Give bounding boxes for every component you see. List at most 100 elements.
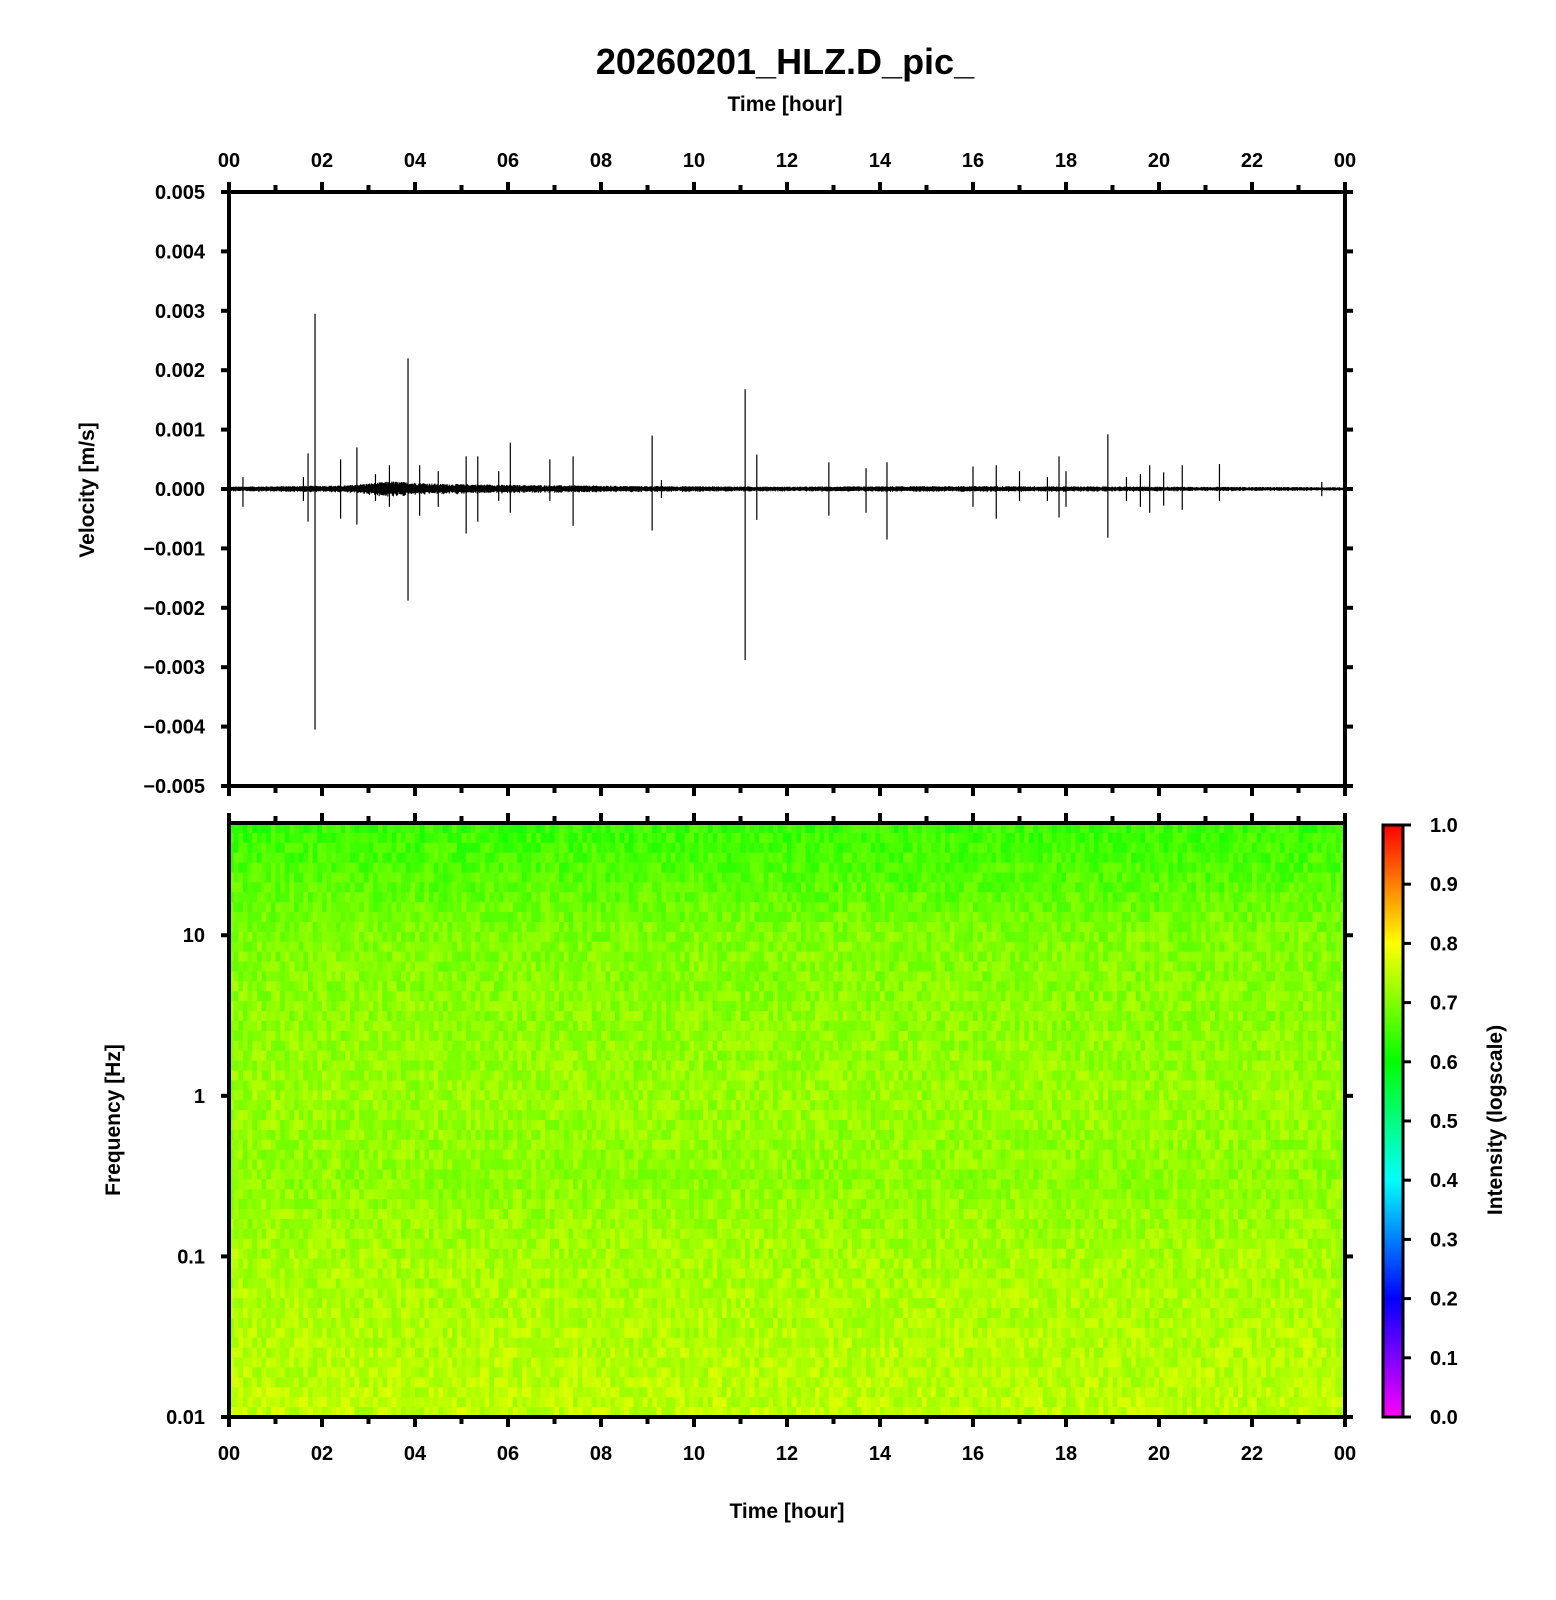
spectrogram-cell (856, 862, 862, 874)
spectrogram-cell (810, 1011, 816, 1022)
spectrogram-cell (452, 922, 458, 933)
spectrogram-cell (242, 1021, 249, 1032)
spectrogram-cell (1335, 892, 1341, 903)
spectrogram-cell (921, 981, 928, 992)
spectrogram-cell (684, 922, 690, 933)
spectrogram-cell (1275, 922, 1281, 933)
spectrogram-cell (880, 852, 886, 864)
spectrogram-cell (442, 1011, 449, 1022)
spectrogram-cell (335, 1001, 342, 1012)
spectrogram-cell (452, 832, 458, 844)
spectrogram-cell (480, 922, 486, 933)
spectrogram-cell (884, 941, 890, 953)
spectrogram-cell (917, 961, 923, 973)
spectrogram-cell (1024, 961, 1030, 973)
spectrogram-cell (1126, 931, 1132, 943)
spectrogram-cell (847, 852, 853, 864)
spectrogram-cell (1196, 823, 1202, 834)
spectrogram-cell (931, 902, 937, 913)
spectrogram-cell (428, 852, 435, 864)
spectrogram-cell (1140, 912, 1146, 923)
spectrogram-cell (331, 971, 337, 982)
spectrogram-cell (731, 922, 737, 933)
spectrogram-cell (680, 922, 686, 933)
spectrogram-cell (266, 1001, 272, 1012)
spectrogram-cell (289, 852, 295, 864)
spectrogram-cell (229, 892, 235, 903)
spectrogram-cell (549, 912, 556, 923)
spectrogram-cell (1010, 961, 1016, 973)
spectrogram-cell (945, 912, 951, 923)
spectrogram-cell (768, 882, 774, 893)
spectrogram-cell (1010, 842, 1016, 854)
spectrogram-cell (480, 842, 486, 854)
spectrogram-cell (959, 842, 965, 854)
spectrogram-cell (489, 931, 495, 943)
spectrogram-cell (1224, 832, 1230, 844)
spectrogram-cell (907, 902, 914, 913)
spectrogram-cell (363, 1001, 370, 1012)
spectrogram-cell (308, 922, 314, 933)
spectrogram-cell (759, 852, 765, 864)
spectrogram-cell (382, 1001, 388, 1012)
spectrogram-cell (461, 823, 467, 834)
spectrogram-cell (433, 892, 439, 903)
spectrogram-cell (480, 852, 486, 864)
spectrogram-cell (791, 971, 797, 982)
spectrogram-cell (549, 1011, 556, 1022)
spectrogram-cell (1326, 991, 1332, 1002)
spectrogram-cell (1205, 922, 1211, 933)
spectrogram-cell (1079, 991, 1086, 1002)
spectrogram-cell (717, 852, 723, 864)
spectrogram-cell (419, 1011, 425, 1022)
spectrogram-cell (1256, 892, 1262, 903)
spectrogram-cell (1307, 862, 1314, 874)
spectrogram-cell (1066, 1001, 1072, 1012)
spectrogram-cell (680, 852, 686, 864)
spectrogram-cell (401, 912, 407, 923)
spectrogram-cell (247, 1021, 253, 1032)
spectrogram-cell (452, 882, 458, 893)
spectrogram-cell (577, 892, 583, 903)
spectrogram-cell (461, 902, 467, 913)
spectrogram-cell (968, 902, 974, 913)
spectrogram-cell (517, 961, 523, 973)
spectrogram-cell (461, 1001, 467, 1012)
spectrogram-cell (1247, 862, 1253, 874)
spectrogram-cell (238, 892, 244, 903)
spectrogram-cell (1121, 842, 1128, 854)
spectrogram-cell (289, 991, 295, 1002)
spectrogram-cell (480, 912, 486, 923)
spectrogram-cell (1028, 823, 1035, 834)
spectrogram-cell (233, 951, 239, 963)
spectrogram-cell (270, 961, 277, 973)
spectrogram-cell (866, 951, 872, 963)
spectrogram-cell (373, 922, 379, 933)
spectrogram-cell (1154, 951, 1160, 963)
spectrogram-cell (642, 1001, 649, 1012)
spectrogram-cell (842, 842, 849, 854)
spectrogram-cell (1312, 902, 1318, 913)
spectrogram-cell (866, 971, 872, 982)
spectrogram-cell (745, 922, 751, 933)
spectrogram-cell (824, 1001, 830, 1012)
spectrogram-cell (340, 862, 346, 874)
spectrogram-cell (1284, 872, 1290, 883)
spectrogram-cell (335, 981, 342, 992)
spectrogram-cell (661, 922, 667, 933)
spectrogram-cell (1182, 872, 1188, 883)
spectrogram-cell (977, 1001, 983, 1012)
spectrogram-cell (317, 872, 323, 883)
spectrogram-cell (954, 892, 960, 903)
spectrogram-cell (982, 892, 988, 903)
spectrogram-cell (1061, 991, 1067, 1002)
spectrogram-cell (340, 931, 346, 943)
spectrogram-cell (996, 852, 1002, 864)
spectrogram-cell (1210, 852, 1216, 864)
spectrogram-cell (1098, 852, 1104, 864)
spectrogram-cell (926, 1001, 932, 1012)
spectrogram-cell (656, 862, 663, 874)
spectrogram-cell (363, 842, 370, 854)
spectrogram-cell (847, 902, 853, 913)
spectrogram-cell (889, 991, 895, 1002)
